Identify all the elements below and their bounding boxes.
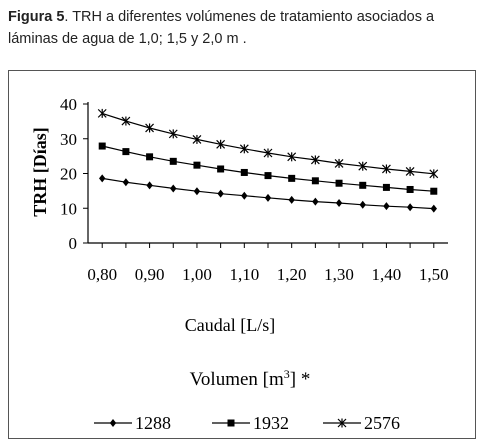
figure-label: Figura 5 — [8, 9, 65, 25]
point-1288 — [170, 184, 177, 193]
y-tick-label: 10 — [60, 199, 77, 218]
point-2576 — [358, 161, 368, 171]
point-2576 — [121, 116, 131, 126]
point-2576 — [381, 164, 391, 174]
x-tick-label: 1,30 — [324, 265, 354, 284]
point-1288 — [288, 195, 295, 204]
x-tick-label: 1,00 — [182, 265, 212, 284]
point-2576 — [263, 148, 273, 158]
chart-frame — [8, 70, 476, 439]
x-tick-label: 1,40 — [372, 265, 402, 284]
point-1288 — [359, 200, 366, 209]
point-1288 — [241, 191, 248, 200]
point-2576 — [216, 139, 226, 149]
series-line-2576 — [102, 112, 434, 175]
point-1288 — [430, 204, 437, 213]
point-1288 — [122, 178, 130, 187]
legend: 1288 1932 2576 — [94, 413, 400, 433]
point-1288 — [312, 197, 319, 206]
x-tick-label: 1,50 — [419, 265, 449, 284]
x-tick-label: 0,80 — [87, 265, 117, 284]
x-tick-label: 0,90 — [135, 265, 165, 284]
legend-title: Volumen [m3] * — [190, 367, 311, 390]
point-1288 — [193, 187, 201, 196]
point-1288 — [264, 193, 272, 202]
point-1932 — [359, 181, 367, 189]
point-1932 — [169, 157, 177, 165]
figure-caption: Figura 5. TRH a diferentes volúmenes de … — [8, 6, 478, 50]
legend-label-1932: 1932 — [253, 413, 289, 433]
point-2576 — [239, 144, 249, 154]
y-tick-label: 40 — [60, 95, 77, 114]
point-2576 — [429, 169, 439, 179]
x-tick-label: 1,10 — [229, 265, 259, 284]
point-1932 — [193, 161, 201, 169]
point-1288 — [99, 174, 106, 183]
point-1932 — [335, 179, 343, 187]
point-1288 — [383, 202, 390, 211]
y-tick-label: 30 — [60, 130, 77, 149]
legend-marker-2576 — [337, 418, 347, 428]
legend-label-1288: 1288 — [135, 413, 171, 433]
point-2576 — [334, 158, 344, 168]
point-1932 — [98, 142, 106, 150]
point-1932 — [240, 168, 248, 176]
point-2576 — [168, 129, 178, 139]
point-1932 — [146, 153, 154, 161]
point-1932 — [217, 165, 225, 173]
point-1932 — [382, 183, 390, 191]
point-1288 — [406, 203, 414, 212]
legend-marker-1288 — [109, 419, 117, 427]
y-tick-label: 0 — [69, 234, 78, 253]
x-tick-label: 1,20 — [277, 265, 307, 284]
legend-marker-1932 — [227, 419, 235, 427]
point-1932 — [264, 172, 272, 180]
point-1932 — [311, 177, 319, 185]
y-tick-label: 20 — [60, 165, 77, 184]
point-2576 — [405, 166, 415, 176]
point-1288 — [335, 199, 343, 208]
point-2576 — [145, 123, 155, 133]
y-axis-label: TRH [Días] — [30, 127, 50, 217]
point-1288 — [146, 181, 153, 190]
point-2576 — [310, 155, 320, 165]
series-line-1288 — [102, 177, 434, 210]
point-1932 — [430, 187, 438, 195]
point-1288 — [217, 189, 224, 198]
point-2576 — [97, 108, 107, 118]
point-1932 — [122, 148, 130, 156]
point-2576 — [192, 134, 202, 144]
point-1932 — [406, 185, 414, 193]
figure-caption-text: . TRH a diferentes volúmenes de tratamie… — [8, 9, 435, 47]
plot-area: 0 10 20 30 40 0,80 0,90 1,00 1,10 1,20 1,30 1,40 1,5… — [60, 95, 449, 284]
point-2576 — [287, 152, 297, 162]
x-axis-label: Caudal [L/s] — [185, 315, 275, 335]
legend-label-2576: 2576 — [364, 413, 400, 433]
point-1932 — [288, 174, 296, 182]
